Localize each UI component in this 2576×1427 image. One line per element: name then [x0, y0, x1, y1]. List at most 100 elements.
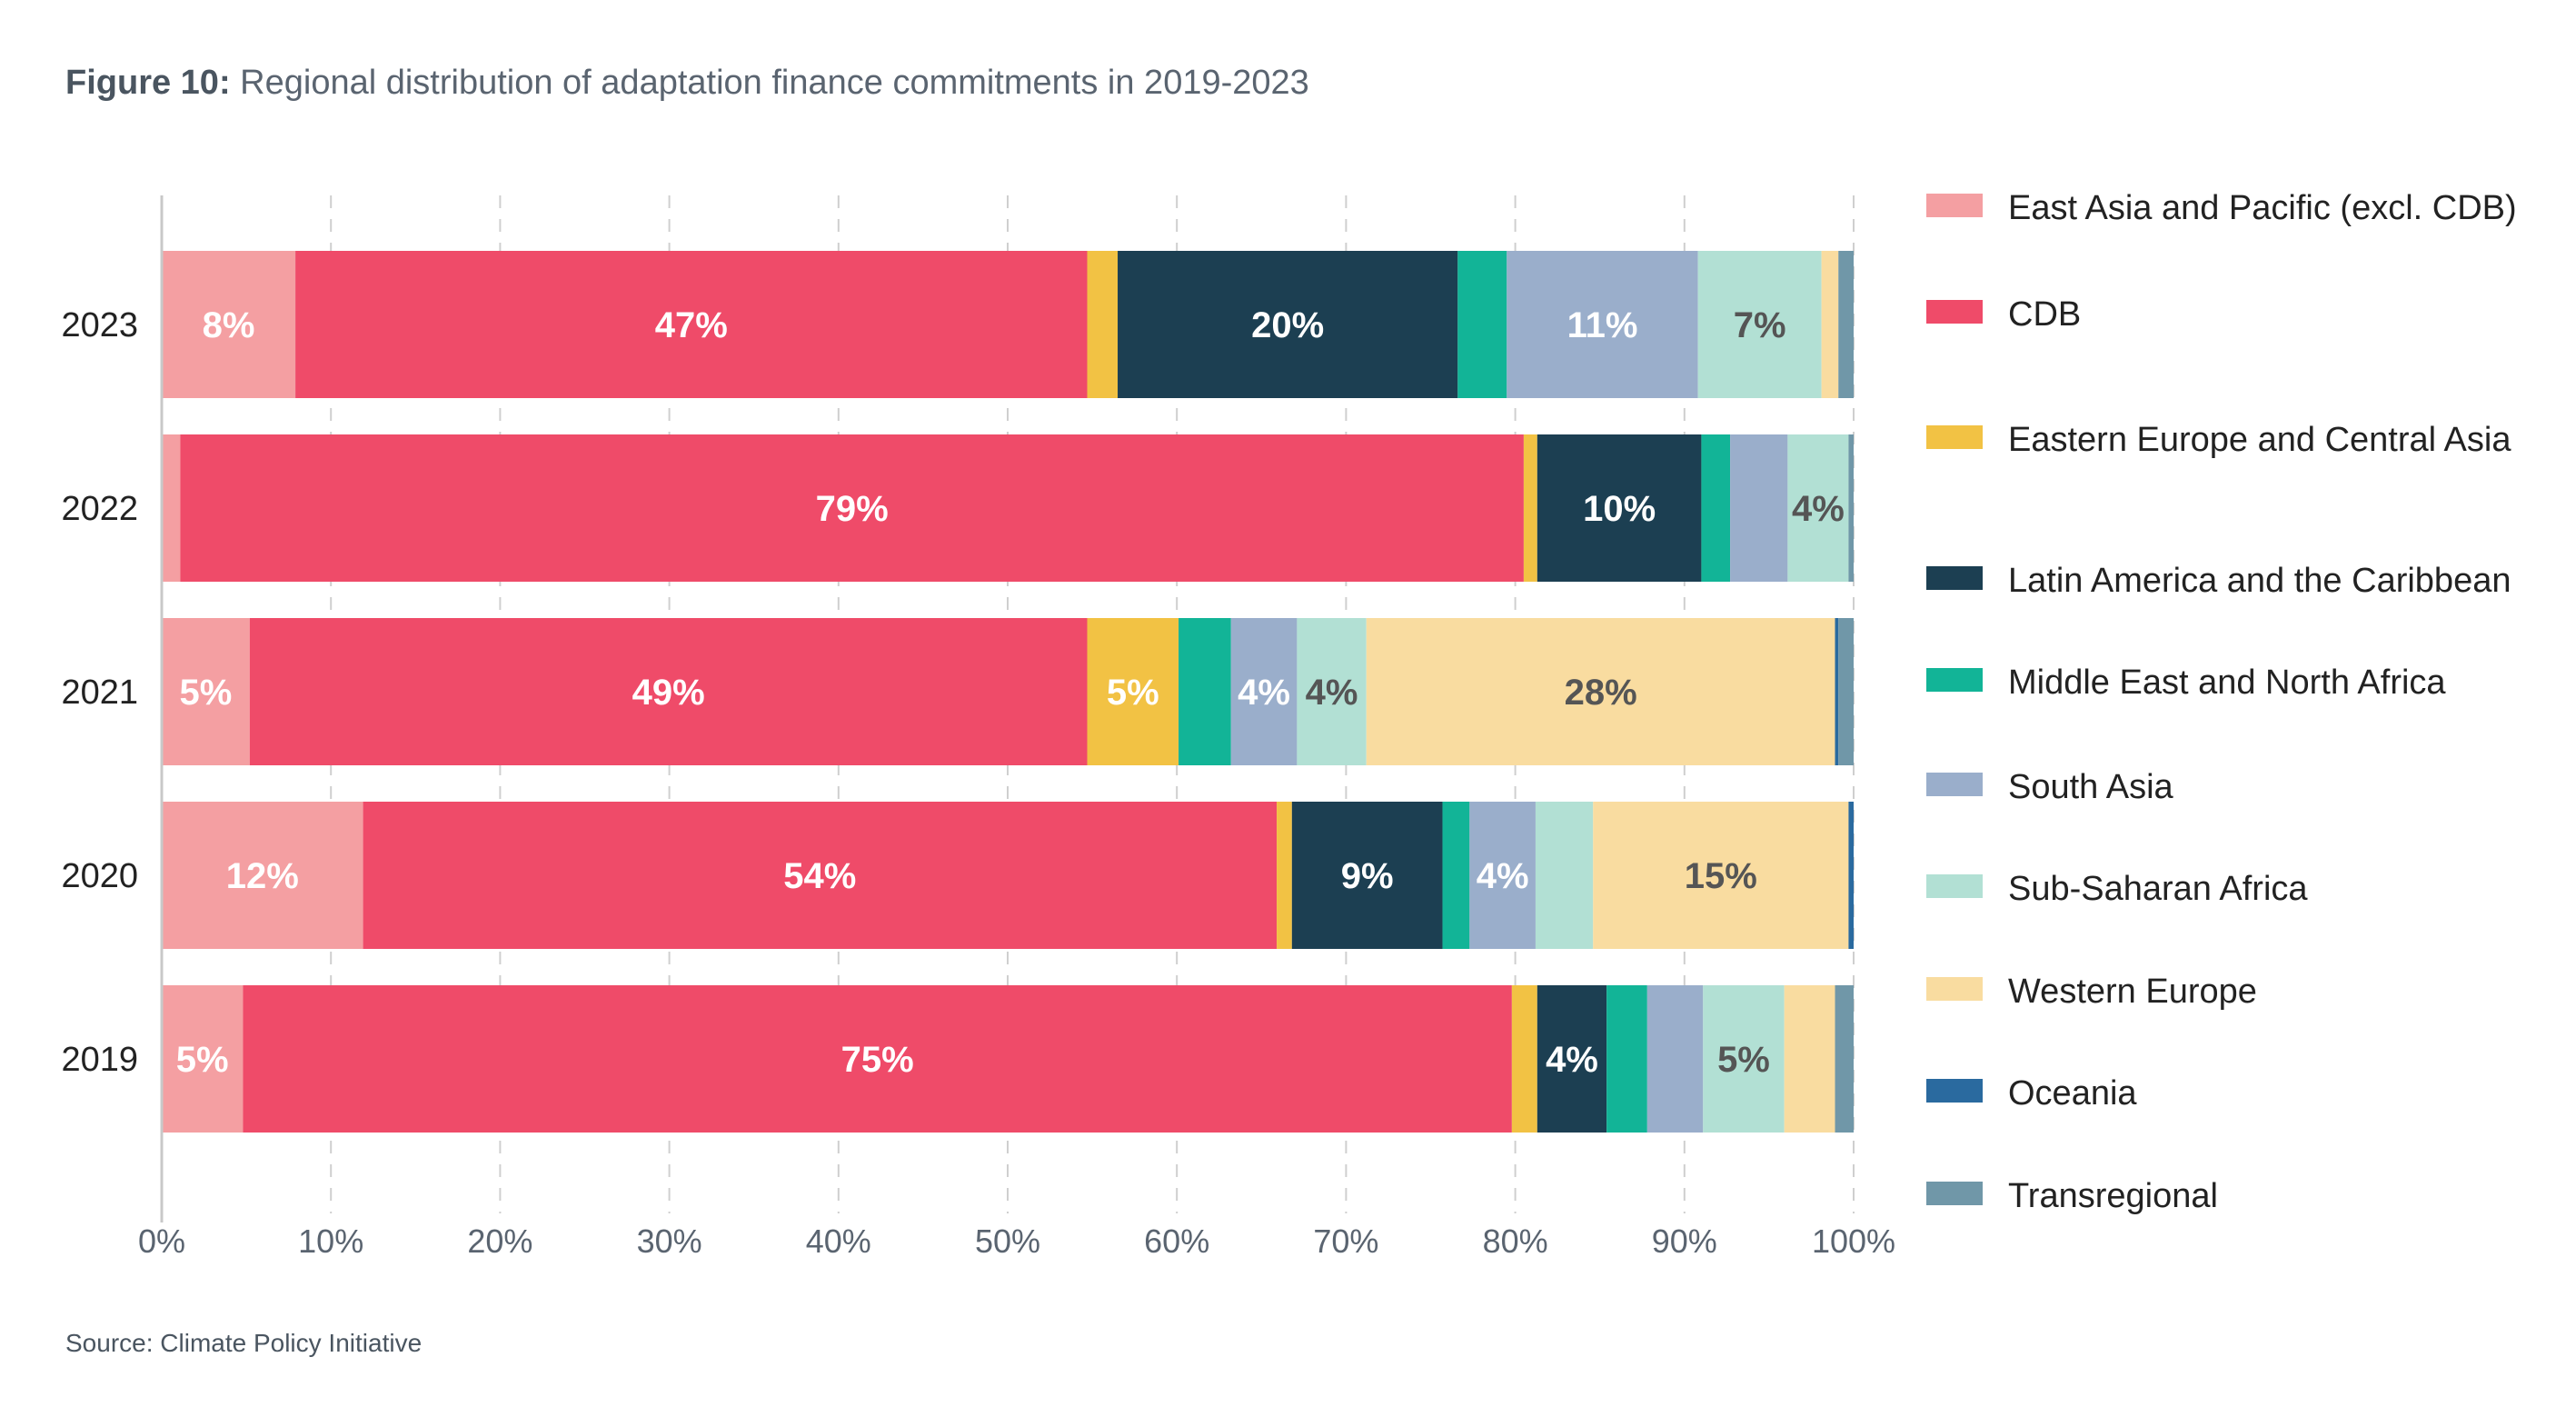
bar-segment	[1701, 434, 1731, 582]
data-label: 5%	[1107, 673, 1159, 713]
bar-segment	[1730, 434, 1788, 582]
bar-segment	[1848, 434, 1854, 582]
bar-segment	[1087, 618, 1179, 765]
bar-segment	[162, 434, 181, 582]
category-label: 2022	[61, 490, 138, 528]
data-label: 5%	[176, 1040, 229, 1080]
legend-swatch	[1926, 1079, 1983, 1103]
legend-label: Sub-Saharan Africa	[2008, 870, 2308, 908]
bar-segment	[162, 985, 244, 1133]
bars	[162, 251, 1854, 1133]
bar-segment	[249, 618, 1088, 765]
legend-label: East Asia and Pacific (excl. CDB)	[2008, 189, 2517, 227]
x-tick-labels: 0% 10% 20% 30% 40% 50% 60% 70% 80% 90% 100%	[138, 1222, 1895, 1260]
legend-item: Eastern Europe and Central Asia	[1926, 418, 2553, 462]
bar-segment	[1118, 251, 1458, 398]
category-label: 2019	[61, 1041, 138, 1079]
data-label: 49%	[632, 673, 705, 713]
bar-segment	[1523, 434, 1537, 582]
bar-labels: 8% 47% 20% 11% 7% 79% 10% 4% 5% 49% 5% 4% 4% 28% 12% 54…	[176, 305, 1845, 1080]
bar-segment	[1469, 802, 1536, 949]
data-label: 11%	[1567, 305, 1638, 345]
data-label: 12%	[226, 856, 299, 896]
data-label: 75%	[841, 1040, 914, 1080]
legend-label: Middle East and North Africa	[2008, 664, 2446, 702]
bar-segment	[1537, 985, 1607, 1133]
data-label: 28%	[1565, 673, 1637, 713]
bar-segment	[1366, 618, 1835, 765]
x-tick-label: 70%	[1313, 1222, 1378, 1260]
bar-segment	[1291, 802, 1443, 949]
category-label: 2020	[61, 857, 138, 895]
x-tick-label: 90%	[1652, 1222, 1717, 1260]
category-label: 2021	[61, 674, 138, 712]
data-label: 79%	[816, 489, 889, 529]
x-tick-label: 10%	[298, 1222, 363, 1260]
data-label: 4%	[1238, 673, 1290, 713]
bar-segment	[1697, 251, 1822, 398]
legend-swatch	[1926, 874, 1983, 898]
figure-number: Figure 10:	[65, 64, 231, 102]
bar-segment	[363, 802, 1278, 949]
bar-segment	[1821, 251, 1839, 398]
legend-label: Latin America and the Caribbean	[2008, 562, 2511, 600]
bar-segment	[162, 802, 363, 949]
bar-segment	[162, 251, 296, 398]
legend-swatch	[1926, 1182, 1983, 1205]
legend-item: Latin America and the Caribbean	[1926, 559, 2553, 603]
chart-title: Figure 10: Regional distribution of adap…	[65, 64, 1309, 103]
bar-segment	[1535, 802, 1594, 949]
legend-swatch	[1926, 300, 1983, 324]
bar-segment	[1703, 985, 1785, 1133]
bar-segment	[1593, 802, 1849, 949]
bar-segment	[1848, 802, 1854, 949]
legend-item: Oceania	[1926, 1072, 2553, 1115]
legend-item: Sub-Saharan Africa	[1926, 867, 2553, 911]
bar-segment	[243, 985, 1512, 1133]
category-label: 2023	[61, 306, 138, 344]
x-tick-label: 60%	[1144, 1222, 1209, 1260]
category-labels: 2023 2022 2021 2020 2019	[61, 306, 138, 1079]
data-label: 8%	[203, 305, 255, 345]
bar-segment	[1230, 618, 1298, 765]
legend-item: CDB	[1926, 293, 2553, 336]
legend-swatch	[1926, 566, 1983, 590]
source-note: Source: Climate Policy Initiative	[65, 1329, 423, 1357]
bar-segment	[1787, 434, 1849, 582]
bar-segment	[295, 251, 1088, 398]
bar-segment	[1457, 251, 1507, 398]
data-label: 20%	[1251, 305, 1324, 345]
bar-segment	[1606, 985, 1647, 1133]
data-label: 4%	[1546, 1040, 1598, 1080]
data-label: 47%	[655, 305, 728, 345]
bar-segment	[180, 434, 1524, 582]
bar-segment	[1087, 251, 1119, 398]
bar-segment	[1835, 985, 1854, 1133]
data-label: 4%	[1306, 673, 1358, 713]
x-tick-label: 0%	[138, 1222, 185, 1260]
data-label: 7%	[1734, 305, 1786, 345]
data-label: 4%	[1477, 856, 1529, 896]
legend-label: South Asia	[2008, 768, 2173, 806]
legend-label: Eastern Europe and Central Asia	[2008, 421, 2511, 459]
legend-item: Western Europe	[1926, 970, 2553, 1013]
bar-segment	[1784, 985, 1835, 1133]
x-tick-label: 50%	[975, 1222, 1040, 1260]
x-tick-label: 30%	[637, 1222, 702, 1260]
data-label: 54%	[783, 856, 856, 896]
bar-segment	[1838, 618, 1854, 765]
legend: East Asia and Pacific (excl. CDB) CDB East…	[1926, 0, 2562, 1272]
x-tick-label: 20%	[467, 1222, 532, 1260]
data-label: 9%	[1341, 856, 1394, 896]
bar-segment	[1179, 618, 1231, 765]
legend-swatch	[1926, 668, 1983, 692]
bar-segment	[1537, 434, 1702, 582]
figure-caption: Regional distribution of adaptation fina…	[240, 64, 1309, 102]
data-label: 5%	[180, 673, 233, 713]
legend-item: South Asia	[1926, 765, 2553, 809]
data-label: 10%	[1583, 489, 1656, 529]
data-label: 15%	[1685, 856, 1757, 896]
bar-segment	[1297, 618, 1367, 765]
legend-item: East Asia and Pacific (excl. CDB)	[1926, 186, 2553, 230]
